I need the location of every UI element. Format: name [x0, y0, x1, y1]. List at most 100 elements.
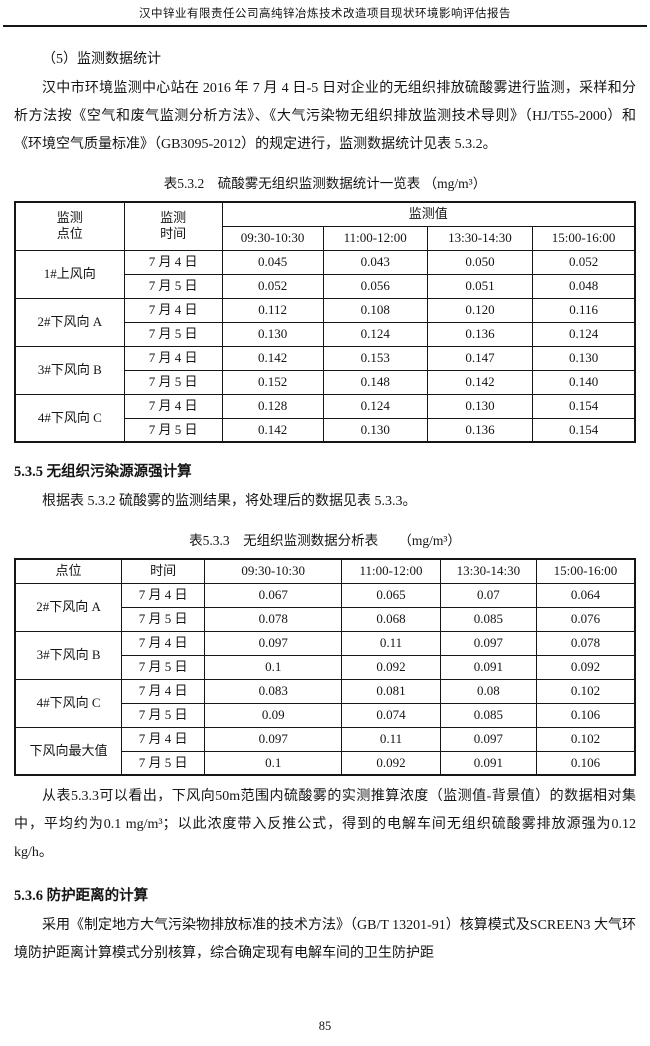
value-cell: 0.124	[322, 393, 428, 419]
section-5-3-6-heading: 5.3.6 防护距离的计算	[14, 888, 149, 904]
value-cell: 0.045	[221, 249, 324, 275]
value-cell: 0.128	[221, 393, 324, 419]
column-header-slot: 11:00-12:00	[322, 225, 428, 251]
date-cell: 7 月 4 日	[121, 726, 206, 752]
column-header-time: 时间	[121, 558, 206, 584]
value-cell: 0.11	[341, 726, 441, 752]
table-row: 7 月 5 日 0.1 0.092 0.091 0.092	[15, 654, 636, 680]
value-cell: 0.130	[426, 393, 534, 419]
value-cell: 0.091	[439, 750, 537, 776]
site-label: 3#下风向 B	[14, 630, 123, 680]
value-cell: 0.078	[204, 606, 343, 632]
value-cell: 0.153	[322, 345, 428, 371]
table-5-3-2: 监测 点位 监测 时间 监测值 09:30-10:30 11:00-12:00 …	[14, 201, 636, 443]
value-cell: 0.097	[439, 630, 537, 656]
site-label: 1#上风向	[14, 249, 125, 299]
table-row: 7 月 5 日 0.142 0.130 0.136 0.154	[15, 417, 636, 443]
date-cell: 7 月 4 日	[123, 249, 223, 275]
value-cell: 0.142	[221, 345, 324, 371]
site-label: 4#下风向 C	[14, 393, 125, 443]
site-label: 2#下风向 A	[14, 297, 125, 347]
value-cell: 0.07	[439, 582, 537, 608]
value-cell: 0.050	[426, 249, 534, 275]
value-cell: 0.078	[535, 630, 636, 656]
date-cell: 7 月 5 日	[121, 654, 206, 680]
value-cell: 0.102	[535, 726, 636, 752]
section-5-3-5-heading: 5.3.5 无组织污染源源强计算	[14, 464, 192, 480]
date-cell: 7 月 5 日	[121, 750, 206, 776]
value-cell: 0.065	[341, 582, 441, 608]
column-header-slot: 11:00-12:00	[341, 558, 441, 584]
table-row: 3#下风向 B 7 月 4 日 0.142 0.153 0.147 0.130	[14, 345, 636, 395]
value-cell: 0.085	[439, 702, 537, 728]
table-row: 2#下风向 A 7 月 4 日 0.112 0.108 0.120 0.116	[14, 297, 636, 347]
table-row: 4#下风向 C 7 月 4 日 0.083 0.081 0.08 0.102	[14, 678, 636, 728]
paragraph-protection-distance: 采用《制定地方大气污染物排放标准的技术方法》（GB/T 13201-91）核算模…	[14, 918, 636, 961]
table-row: 7 月 5 日 0.152 0.148 0.142 0.140	[15, 369, 636, 395]
date-cell: 7 月 4 日	[121, 582, 206, 608]
column-header-time: 监测 时间	[123, 201, 223, 251]
value-cell: 0.1	[204, 750, 343, 776]
site-label: 4#下风向 C	[14, 678, 123, 728]
value-cell: 0.067	[204, 582, 343, 608]
paragraph-monitoring-intro: 汉中市环境监测中心站在 2016 年 7 月 4 日-5 日对企业的无组织排放硫…	[14, 81, 636, 152]
value-cell: 0.052	[532, 249, 636, 275]
column-header-slot: 13:30-14:30	[426, 225, 534, 251]
column-header-slot: 09:30-10:30	[221, 225, 324, 251]
date-cell: 7 月 4 日	[121, 630, 206, 656]
date-cell: 7 月 4 日	[123, 297, 223, 323]
value-cell: 0.130	[221, 321, 324, 347]
value-cell: 0.148	[322, 369, 428, 395]
date-cell: 7 月 4 日	[123, 393, 223, 419]
value-cell: 0.108	[322, 297, 428, 323]
value-cell: 0.097	[204, 726, 343, 752]
value-cell: 0.052	[221, 273, 324, 299]
site-label: 2#下风向 A	[14, 582, 123, 632]
page-number: 85	[318, 1019, 332, 1033]
table-header-row: 点位 时间 09:30-10:30 11:00-12:00 13:30-14:3…	[14, 558, 636, 584]
report-header-title: 汉中锌业有限责任公司高纯锌冶炼技术改造项目现状环境影响评估报告	[3, 0, 647, 27]
paragraph-analysis-intro: 根据表 5.3.2 硫酸雾的监测结果，将处理后的数据见表 5.3.3。	[42, 494, 417, 509]
table-row: 2#下风向 A 7 月 4 日 0.067 0.065 0.07 0.064	[14, 582, 636, 632]
paragraph-conclusion: 从表5.3.3可以看出，下风向50m范围内硫酸雾的实测推算浓度（监测值-背景值）…	[14, 789, 636, 860]
value-cell: 0.142	[221, 417, 324, 443]
value-cell: 0.140	[532, 369, 636, 395]
value-cell: 0.056	[322, 273, 428, 299]
value-cell: 0.092	[341, 750, 441, 776]
table-row: 7 月 5 日 0.078 0.068 0.085 0.076	[15, 606, 636, 632]
value-cell: 0.08	[439, 678, 537, 704]
table-row: 7 月 5 日 0.052 0.056 0.051 0.048	[15, 273, 636, 299]
value-cell: 0.102	[535, 678, 636, 704]
value-cell: 0.048	[532, 273, 636, 299]
table-header-row: 09:30-10:30 11:00-12:00 13:30-14:30 15:0…	[15, 225, 636, 251]
value-cell: 0.051	[426, 273, 534, 299]
value-cell: 0.136	[426, 321, 534, 347]
column-header-slot: 15:00-16:00	[532, 225, 636, 251]
value-cell: 0.106	[535, 702, 636, 728]
date-cell: 7 月 5 日	[121, 702, 206, 728]
value-cell: 0.136	[426, 417, 534, 443]
value-cell: 0.097	[204, 630, 343, 656]
value-cell: 0.11	[341, 630, 441, 656]
value-cell: 0.152	[221, 369, 324, 395]
value-cell: 0.154	[532, 417, 636, 443]
value-cell: 0.142	[426, 369, 534, 395]
value-cell: 0.081	[341, 678, 441, 704]
table-row: 7 月 5 日 0.130 0.124 0.136 0.124	[15, 321, 636, 347]
value-cell: 0.064	[535, 582, 636, 608]
page-content: （5）监测数据统计 汉中市环境监测中心站在 2016 年 7 月 4 日-5 日…	[0, 48, 650, 968]
table-5-3-3-title: 表5.3.3 无组织监测数据分析表 （mg/m³）	[189, 533, 461, 548]
column-header-slot: 15:00-16:00	[535, 558, 636, 584]
column-header-site: 点位	[14, 558, 123, 584]
date-cell: 7 月 5 日	[123, 321, 223, 347]
date-cell: 7 月 4 日	[121, 678, 206, 704]
table-header-row: 监测 点位 监测 时间 监测值	[14, 201, 636, 251]
value-cell: 0.092	[341, 654, 441, 680]
value-cell: 0.130	[322, 417, 428, 443]
value-cell: 0.116	[532, 297, 636, 323]
value-cell: 0.130	[532, 345, 636, 371]
value-cell: 0.147	[426, 345, 534, 371]
table-row: 7 月 5 日 0.1 0.092 0.091 0.106	[15, 750, 636, 776]
value-cell: 0.124	[532, 321, 636, 347]
